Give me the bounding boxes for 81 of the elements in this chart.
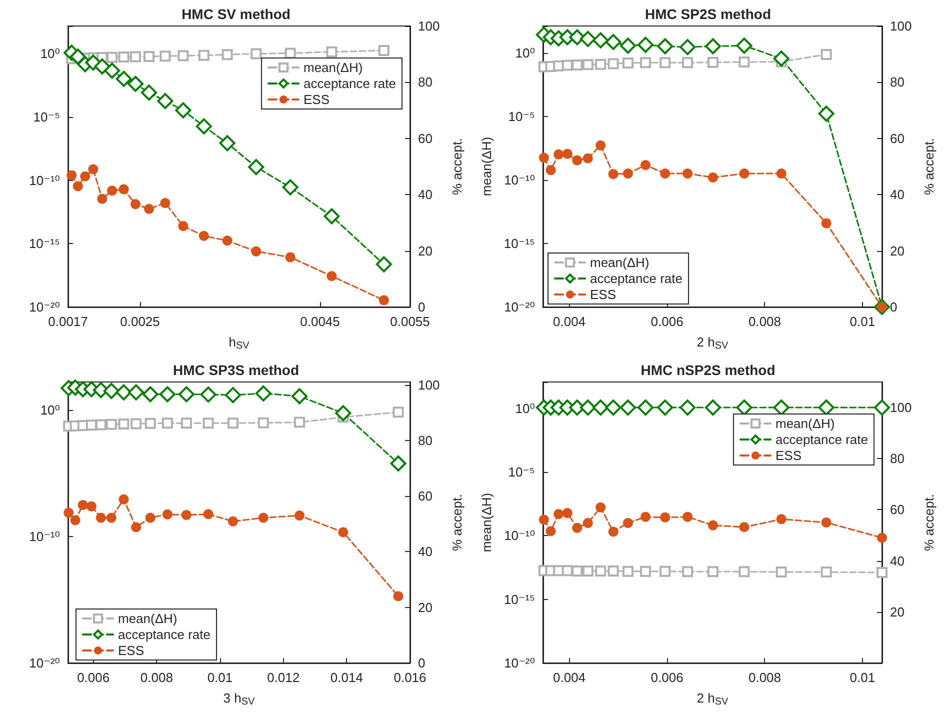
y2-tick-label: 60 <box>890 130 904 146</box>
x-tick-label: 0.01 <box>850 314 876 329</box>
y2-tick-label: 40 <box>890 187 904 202</box>
legend-label: mean(ΔH) <box>303 60 363 75</box>
legend-label: ESS <box>590 287 616 302</box>
y-axis-title: mean(ΔH) <box>479 136 494 196</box>
y2-tick-label: 80 <box>418 432 432 448</box>
y-tick-label: 10⁻²⁰ <box>29 300 60 314</box>
y-tick-label: 10⁻¹⁵ <box>504 592 535 607</box>
chart-title: HMC SP2S method <box>644 6 772 22</box>
y2-tick-label: 80 <box>890 451 904 466</box>
x-tick-label: 0.0055 <box>390 314 430 329</box>
chart-title: HMC SP3S method <box>172 362 300 378</box>
y-tick-label: 10⁻¹⁰ <box>504 528 535 544</box>
legend-label: acceptance rate <box>118 627 211 642</box>
y2-axis-title: % accept. <box>922 494 937 552</box>
x-tick-label: 0.0017 <box>48 314 88 329</box>
y-tick-label: 10⁻⁵ <box>508 108 535 124</box>
y2-tick-label: 100 <box>418 18 440 34</box>
x-tick-label: 0.006 <box>650 314 684 329</box>
y-tick-label: 10⁰ <box>40 46 60 62</box>
y2-tick-label: 40 <box>418 544 432 560</box>
y-tick-label: 10⁻¹⁰ <box>504 172 535 188</box>
y2-tick-label: 20 <box>890 243 904 258</box>
x-tick-label: 0.006 <box>77 670 110 685</box>
y2-tick-label: 0 <box>418 300 426 314</box>
x-tick-label: 0.014 <box>330 670 363 685</box>
x-tick-label: 0.01 <box>850 670 876 685</box>
x-tick-label: 0.004 <box>553 670 586 685</box>
legend-label: ESS <box>303 92 330 107</box>
legend-label: acceptance rate <box>775 432 868 447</box>
chart-title: HMC nSP2S method <box>640 362 776 378</box>
y-tick-label: 10⁰ <box>515 400 535 416</box>
y2-tick-label: 80 <box>890 74 904 90</box>
x-tick-label: 0.008 <box>748 670 782 685</box>
y2-axis-title: % accept. <box>922 138 937 196</box>
legend-label: acceptance rate <box>590 271 683 286</box>
y-axis-title: mean(ΔH) <box>479 492 494 552</box>
y-tick-label: 10⁻¹⁵ <box>28 236 60 252</box>
y-tick-label: 10⁻⁵ <box>508 464 535 480</box>
y2-tick-label: 0 <box>890 300 898 314</box>
y-tick-label: 10⁻¹⁰ <box>29 529 60 544</box>
y2-tick-label: 60 <box>418 130 432 146</box>
x-tick-label: 0.006 <box>650 670 684 685</box>
x-tick-label: 0.016 <box>394 670 426 685</box>
x-tick-label: 0.0045 <box>300 314 340 329</box>
y-tick-label: 10⁻²⁰ <box>504 656 535 670</box>
legend-label: mean(ΔH) <box>775 416 835 431</box>
y2-tick-label: 100 <box>890 400 912 416</box>
y2-tick-label: 40 <box>890 553 904 568</box>
y-tick-label: 10⁻¹⁵ <box>504 236 535 251</box>
legend-label: mean(ΔH) <box>118 611 178 626</box>
y2-axis-title: % accept. <box>450 138 465 196</box>
x-tick-label: 0.008 <box>140 670 173 685</box>
y-tick-label: 10⁰ <box>515 45 535 60</box>
y2-axis-title: % accept. <box>450 494 465 552</box>
legend-label: mean(ΔH) <box>590 255 650 270</box>
y2-tick-label: 60 <box>418 488 432 504</box>
y2-tick-label: 40 <box>418 187 432 202</box>
x-tick-label: 0.012 <box>267 670 300 685</box>
legend-label: ESS <box>775 448 802 463</box>
y-tick-label: 10⁻²⁰ <box>29 656 60 670</box>
y2-tick-label: 100 <box>418 377 440 392</box>
y-tick-label: 10⁻¹⁰ <box>29 172 60 188</box>
y2-tick-label: 20 <box>418 600 432 615</box>
y2-tick-label: 0 <box>418 656 426 670</box>
y2-tick-label: 20 <box>418 243 432 258</box>
legend-label: acceptance rate <box>303 76 396 91</box>
x-tick-label: 0.004 <box>553 314 586 329</box>
y-tick-label: 10⁻²⁰ <box>504 300 535 314</box>
y2-tick-label: 20 <box>890 604 904 620</box>
y2-tick-label: 80 <box>418 74 432 90</box>
y-tick-label: 10⁰ <box>40 402 60 418</box>
y2-tick-label: 100 <box>890 18 912 34</box>
x-tick-label: 0.01 <box>207 670 233 685</box>
x-tick-label: 0.0025 <box>120 314 160 329</box>
x-tick-label: 0.008 <box>748 314 782 329</box>
y-tick-label: 10⁻⁵ <box>33 110 60 125</box>
y2-tick-label: 60 <box>890 502 904 518</box>
legend-label: ESS <box>118 643 144 658</box>
chart-title: HMC SV method <box>182 6 290 22</box>
